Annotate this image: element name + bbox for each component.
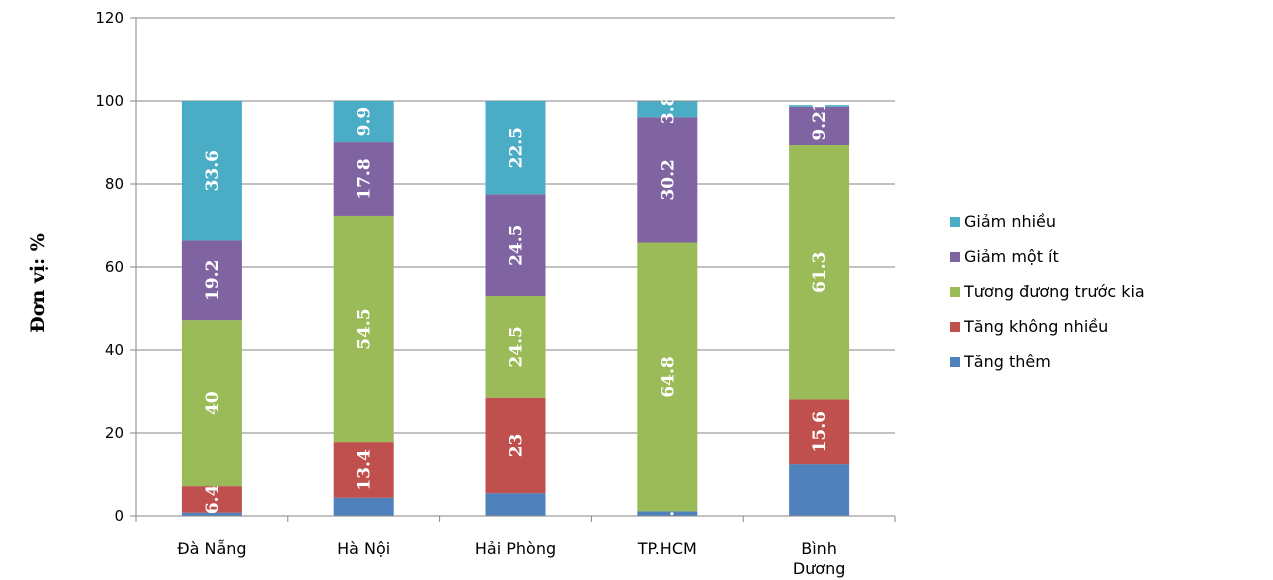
data-label: 64.8	[658, 356, 678, 397]
bar-segment	[485, 296, 546, 398]
data-label: 33.6	[203, 150, 223, 191]
data-label: 9.2	[810, 111, 830, 141]
bar-segment	[333, 442, 394, 498]
data-label: 3.8	[658, 95, 678, 125]
data-label: 40	[203, 391, 223, 415]
y-tick-label: 80	[105, 175, 124, 193]
legend-label: Tăng không nhiều	[963, 317, 1108, 336]
bar-segment	[333, 142, 394, 216]
bar-segment	[789, 144, 850, 400]
y-tick-label: 100	[95, 92, 124, 110]
data-label: 24.5	[507, 225, 527, 266]
axes: 0 20 40 60 80 100 120 Đà Nẵng Hà Nội Hải Phòng TP.…	[95, 9, 896, 578]
bar-segment	[181, 320, 242, 487]
bar-segment	[485, 493, 546, 516]
legend-label: Tương đương trước kia	[963, 282, 1145, 301]
bar-segment	[637, 117, 698, 243]
y-tick-label: 60	[105, 258, 124, 276]
bar-segment	[181, 101, 242, 241]
data-label: 24.5	[507, 326, 527, 367]
bar-segment	[789, 106, 850, 145]
data-label: 17.8	[355, 158, 375, 199]
legend-swatch	[950, 252, 960, 262]
bars: 6.4 40 19.2 33.6 13.4 54.5 17.8 9.9 23 24.5 24.5 22…	[181, 95, 850, 529]
bar-segment	[485, 397, 546, 494]
bar-segment	[789, 399, 850, 465]
bar-segment	[637, 511, 698, 516]
x-tick-label: Hà Nội	[337, 539, 390, 558]
y-tick-label: 20	[105, 424, 124, 442]
bar-segment	[333, 101, 394, 143]
data-label: 22.5	[507, 127, 527, 168]
data-label: 61.3	[810, 251, 830, 292]
legend-label: Giảm nhiều	[964, 212, 1056, 231]
bar-segment	[637, 101, 698, 118]
x-tick-label: Bình Dương	[793, 539, 846, 578]
y-tick-label: 40	[105, 341, 124, 359]
data-label: 23	[507, 434, 527, 458]
data-label: 1	[810, 100, 830, 112]
legend-swatch	[950, 322, 960, 332]
bar-segment	[333, 215, 394, 443]
legend: Giảm nhiều Giảm một ít Tương đương trước k…	[950, 212, 1145, 371]
data-label: 15.6	[810, 411, 830, 452]
x-tick-label: Đà Nẵng	[177, 539, 246, 558]
data-label: 19.2	[203, 260, 223, 301]
bar-segment	[789, 464, 850, 516]
data-label: 30.2	[658, 159, 678, 200]
legend-label: Tăng thêm	[963, 352, 1051, 371]
bar-segment	[789, 105, 850, 107]
bar-segment	[181, 512, 242, 516]
x-tick-label: Hải Phòng	[475, 539, 556, 558]
bar-segment	[181, 486, 242, 513]
legend-label: Giảm một ít	[964, 247, 1059, 266]
data-label: 13.4	[355, 449, 375, 491]
y-tick-label: 120	[95, 9, 124, 27]
data-label: 54.5	[355, 308, 375, 349]
bar-segment	[485, 101, 546, 195]
y-axis-label: Đơn vị: %	[27, 233, 49, 333]
legend-swatch	[950, 217, 960, 227]
bar-segment	[181, 240, 242, 321]
x-tick-label: TP.HCM	[637, 539, 697, 558]
legend-swatch	[950, 357, 960, 367]
data-label: 6.4	[203, 484, 223, 514]
legend-swatch	[950, 287, 960, 297]
data-label: 9.9	[355, 107, 375, 137]
y-tick-label: 0	[114, 507, 124, 525]
bar-segment	[485, 194, 546, 297]
bar-segment	[637, 242, 698, 512]
bar-segment	[333, 497, 394, 516]
